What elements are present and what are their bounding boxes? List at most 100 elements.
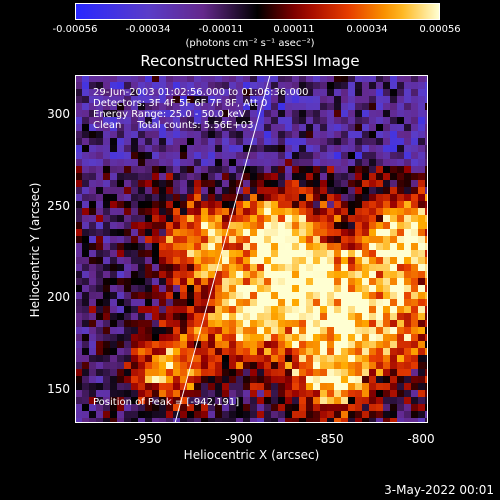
image-pixel — [355, 180, 362, 187]
image-pixel — [271, 257, 278, 264]
image-pixel — [397, 257, 404, 264]
image-pixel — [75, 376, 82, 383]
image-pixel — [145, 110, 152, 117]
image-pixel — [124, 187, 131, 194]
image-pixel — [278, 180, 285, 187]
image-pixel — [355, 243, 362, 250]
image-pixel — [313, 89, 320, 96]
image-pixel — [355, 250, 362, 257]
image-pixel — [180, 362, 187, 369]
image-pixel — [327, 348, 334, 355]
image-pixel — [411, 348, 418, 355]
image-pixel — [187, 215, 194, 222]
image-pixel — [313, 418, 320, 423]
image-pixel — [75, 180, 82, 187]
image-pixel — [397, 327, 404, 334]
image-pixel — [299, 117, 306, 124]
image-pixel — [117, 194, 124, 201]
image-pixel — [390, 327, 397, 334]
image-pixel — [103, 138, 110, 145]
image-pixel — [292, 152, 299, 159]
image-pixel — [425, 145, 428, 152]
image-pixel — [145, 418, 152, 423]
image-pixel — [404, 397, 411, 404]
image-pixel — [229, 376, 236, 383]
image-pixel — [194, 194, 201, 201]
image-pixel — [152, 411, 159, 418]
image-pixel — [96, 124, 103, 131]
image-pixel — [131, 166, 138, 173]
image-pixel — [173, 173, 180, 180]
image-pixel — [425, 285, 428, 292]
image-pixel — [299, 327, 306, 334]
image-pixel — [138, 187, 145, 194]
image-pixel — [369, 264, 376, 271]
image-pixel — [89, 376, 96, 383]
image-pixel — [229, 187, 236, 194]
image-pixel — [313, 138, 320, 145]
image-pixel — [397, 145, 404, 152]
y-axis-label: Heliocentric Y (arcsec) — [28, 182, 42, 318]
image-pixel — [145, 222, 152, 229]
image-pixel — [250, 355, 257, 362]
image-pixel — [96, 208, 103, 215]
image-pixel — [138, 376, 145, 383]
image-pixel — [159, 341, 166, 348]
image-pixel — [299, 194, 306, 201]
image-pixel — [348, 250, 355, 257]
image-pixel — [103, 348, 110, 355]
image-pixel — [89, 138, 96, 145]
image-pixel — [215, 222, 222, 229]
image-pixel — [348, 138, 355, 145]
image-pixel — [159, 355, 166, 362]
image-pixel — [201, 152, 208, 159]
image-pixel — [397, 355, 404, 362]
image-pixel — [229, 285, 236, 292]
image-pixel — [320, 138, 327, 145]
image-pixel — [299, 264, 306, 271]
image-pixel — [320, 194, 327, 201]
image-pixel — [411, 180, 418, 187]
image-pixel — [152, 96, 159, 103]
image-pixel — [215, 362, 222, 369]
image-pixel — [159, 82, 166, 89]
image-pixel — [271, 271, 278, 278]
image-pixel — [327, 187, 334, 194]
image-pixel — [278, 152, 285, 159]
image-pixel — [194, 306, 201, 313]
image-pixel — [117, 376, 124, 383]
image-pixel — [173, 418, 180, 423]
image-pixel — [89, 201, 96, 208]
image-pixel — [418, 131, 425, 138]
image-pixel — [110, 369, 117, 376]
image-pixel — [271, 299, 278, 306]
image-pixel — [194, 334, 201, 341]
image-pixel — [208, 166, 215, 173]
image-pixel — [306, 306, 313, 313]
image-pixel — [411, 313, 418, 320]
image-pixel — [194, 369, 201, 376]
image-pixel — [82, 369, 89, 376]
image-pixel — [187, 145, 194, 152]
image-pixel — [271, 348, 278, 355]
image-pixel — [110, 145, 117, 152]
image-pixel — [383, 334, 390, 341]
image-pixel — [404, 208, 411, 215]
image-pixel — [82, 376, 89, 383]
image-pixel — [411, 89, 418, 96]
image-pixel — [75, 411, 82, 418]
image-pixel — [418, 75, 425, 82]
image-pixel — [320, 257, 327, 264]
image-pixel — [82, 124, 89, 131]
image-pixel — [82, 152, 89, 159]
image-pixel — [306, 327, 313, 334]
image-pixel — [201, 117, 208, 124]
image-pixel — [215, 145, 222, 152]
image-pixel — [187, 173, 194, 180]
image-pixel — [271, 278, 278, 285]
image-pixel — [201, 89, 208, 96]
image-pixel — [250, 194, 257, 201]
image-pixel — [306, 173, 313, 180]
image-pixel — [278, 124, 285, 131]
image-pixel — [117, 145, 124, 152]
